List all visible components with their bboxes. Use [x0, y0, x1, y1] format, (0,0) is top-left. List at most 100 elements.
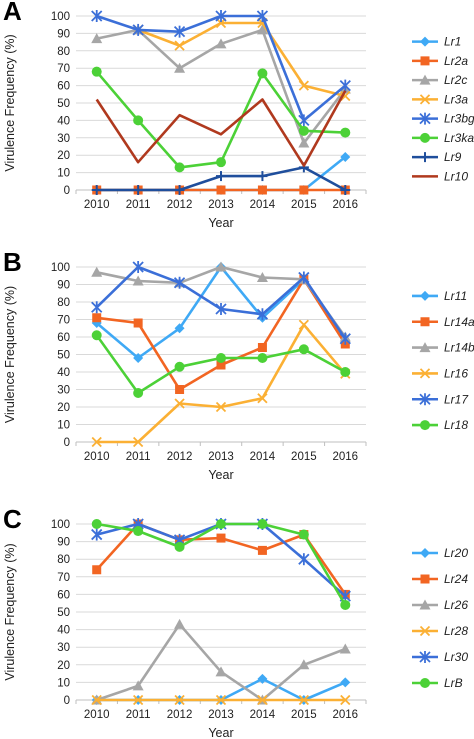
panel-c-legend-lr30-label: Lr30: [444, 650, 468, 664]
panel-b-legend-lr11: Lr11: [412, 289, 467, 303]
panel-b-series-lr17-point-2013: [215, 303, 227, 315]
panel-a-series-lr2c-point-2013: [215, 38, 227, 49]
panel-a-x-tick-2013: 2013: [208, 199, 234, 211]
panel-b-series-lr16-point-2010-stroke-b: [91, 436, 102, 448]
panel-c-series-lr24-point-2013: [216, 533, 226, 543]
panel-c-series-lr26-point-2013: [215, 666, 227, 677]
panel-c-series-lrb-point-2010: [91, 519, 102, 529]
panel-c-legend-lr24-label: Lr24: [444, 572, 468, 586]
panel-c-series-lr28-point-2014: [257, 694, 268, 706]
panel-b-series-lr14b-point-2014: [256, 272, 268, 282]
panel-a-series-lr2a-point-2013: [216, 185, 226, 195]
panel-b-legend-lr17: Lr17: [412, 392, 469, 406]
panel-b-series-lr16-point-2012-stroke-b: [174, 398, 185, 409]
panel-a-y-tick-20: 20: [57, 150, 70, 162]
panel-a-legend-lr10-label: Lr10: [444, 169, 468, 183]
panel-b-series-lr16-point-2010: [91, 436, 102, 448]
panel-b-series-lr16-point-2011: [133, 436, 144, 448]
panel-a-legend-lr3a-swatch-marker: [419, 94, 431, 105]
panel-b-series-lr17-point-2010: [91, 301, 103, 314]
panel-b-x-tick-2012: 2012: [167, 451, 193, 463]
panel-c-series-lr28-point-2013: [215, 694, 227, 706]
panel-c-series-lr24-point-2014: [257, 545, 267, 555]
panel-c-legend-lr26-swatch-marker: [419, 599, 431, 610]
panel-a-series-lr2c-point-2014: [256, 24, 268, 35]
panel-c-x-tick-2012: 2012: [167, 709, 193, 721]
panel-b-series-lr14a-point-2010: [92, 313, 102, 323]
panel-b-series-lr11-point-2012: [174, 323, 185, 334]
panel-c-x-axis-title: Year: [208, 726, 233, 739]
panel-a-series-lr3bg-point-2010: [91, 10, 103, 22]
panel-a-legend-lr3a-label: Lr3a: [444, 92, 468, 106]
panel-c-legend-lr20-label: Lr20: [444, 546, 468, 560]
panel-c-series-lrb-point-2013: [216, 519, 226, 529]
panel-b-series-lr17-point-2011: [132, 261, 144, 273]
panel-c-y-tick-30: 30: [57, 642, 70, 654]
panel-b-series-lr17: [91, 261, 351, 345]
panel-b-legend: Lr11 Lr14a Lr14b Lr16 Lr17 Lr18: [412, 289, 474, 432]
panel-b-legend-lr18-label: Lr18: [444, 418, 468, 432]
panel-b-legend-lr16-swatch-marker-stroke-b: [419, 368, 431, 379]
panel-b-x-tick-2015: 2015: [291, 451, 317, 463]
panel-c-y-tick-100: 100: [51, 519, 70, 531]
panel-b-legend-lr14a: Lr14a: [412, 315, 474, 329]
panel-a-y-tick-10: 10: [57, 168, 70, 180]
panel-a-legend-lr3ka: Lr3ka: [412, 131, 474, 145]
panel-b-legend-lr17-swatch-marker: [419, 393, 431, 406]
panel-c-legend-lr30-swatch-marker: [419, 651, 431, 663]
panel-b-series-lr14a-point-2012: [175, 385, 185, 394]
panel-b-letter: B: [3, 247, 22, 277]
panel-b-legend-lr18-swatch-marker: [420, 420, 430, 431]
panel-a-y-tick-70: 70: [57, 63, 70, 75]
panel-a-legend-lr3bg-swatch-marker: [419, 112, 431, 125]
panel-b-legend-lr11-label: Lr11: [444, 289, 467, 303]
panel-c-series-lr28-point-2011-stroke-b: [133, 694, 144, 706]
panel-b-legend-lr14a-label: Lr14a: [444, 315, 474, 329]
panel-c-legend-lr28-label: Lr28: [444, 624, 468, 638]
panel-b-series-lr17-point-2014: [256, 308, 269, 321]
panel-a-series-lr3ka-point-2013: [216, 157, 226, 168]
panel-c-series-lr26-point-2011: [132, 680, 144, 691]
panel-a-x-tick-2011: 2011: [126, 199, 151, 211]
panel-b-legend-lr14b: Lr14b: [412, 341, 474, 355]
panel-c-series-lr26: [91, 618, 351, 705]
panel-c-legend-lr24-swatch-marker: [420, 574, 430, 584]
panel-b-series-lr14b-point-2013: [215, 261, 227, 272]
panel-b-series-lr18-point-2016: [340, 367, 351, 377]
panel-c-x-tick-2013: 2013: [208, 709, 234, 721]
panel-c-y-tick-0: 0: [64, 695, 70, 707]
panel-a-legend-lr2a-label: Lr2a: [444, 54, 468, 68]
panel-a-y-tick-100: 100: [51, 11, 70, 23]
panel-c-legend-lrb: LrB: [412, 676, 463, 690]
panel-b-legend-lr14a-swatch-marker: [420, 317, 430, 327]
panel-a-series-lr3a-point-2012: [174, 40, 185, 51]
panel-b-series-lr18-point-2013: [216, 353, 226, 363]
panel-c-legend-lr20-swatch-marker: [420, 548, 430, 558]
panel-b-series-lr16-point-2015: [298, 319, 309, 330]
panel-c-series-lrb-point-2011: [133, 526, 144, 537]
panel-a-y-tick-40: 40: [57, 115, 70, 127]
panel-c-legend-lr26: Lr26: [412, 598, 468, 612]
panel-b-series-lr18-point-2015: [298, 344, 309, 355]
panel-c-legend-lrb-swatch-marker: [420, 678, 430, 688]
panel-b-legend-lr11-swatch-marker: [420, 290, 430, 301]
panel-c-legend-lrb-label: LrB: [444, 676, 463, 690]
panel-c-y-tick-10: 10: [57, 677, 70, 689]
panel-a-series-lr3ka-point-2015: [298, 125, 309, 136]
panel-a-x-tick-2014: 2014: [250, 199, 276, 211]
panel-a-series-lr9-point-2011: [133, 185, 144, 195]
panel-c-series-lr28-point-2014-stroke-b: [257, 694, 268, 706]
panel-b-x-tick-2010: 2010: [84, 451, 110, 463]
panel-b-y-tick-30: 30: [57, 385, 70, 397]
panel-b-x-tick-2014: 2014: [250, 451, 276, 463]
panel-c-x-tick-2011: 2011: [126, 709, 151, 721]
panel-b-series-lr16-point-2014-stroke-b: [257, 393, 268, 404]
panel-a-x-tick-2012: 2012: [167, 199, 193, 211]
panel-a-legend-lr3a: Lr3a: [412, 92, 468, 106]
panel-a-series-lr9-point-2016: [340, 185, 351, 195]
panel-a-legend-lr3bg: Lr3bg: [412, 112, 474, 126]
panel-a-series-lr9-point-2010: [91, 185, 102, 195]
panel-b-series-lr18-point-2011: [133, 388, 144, 398]
panel-c-legend-lr30: Lr30: [412, 650, 468, 664]
panel-a-series-lr1-point-2016: [340, 151, 351, 162]
